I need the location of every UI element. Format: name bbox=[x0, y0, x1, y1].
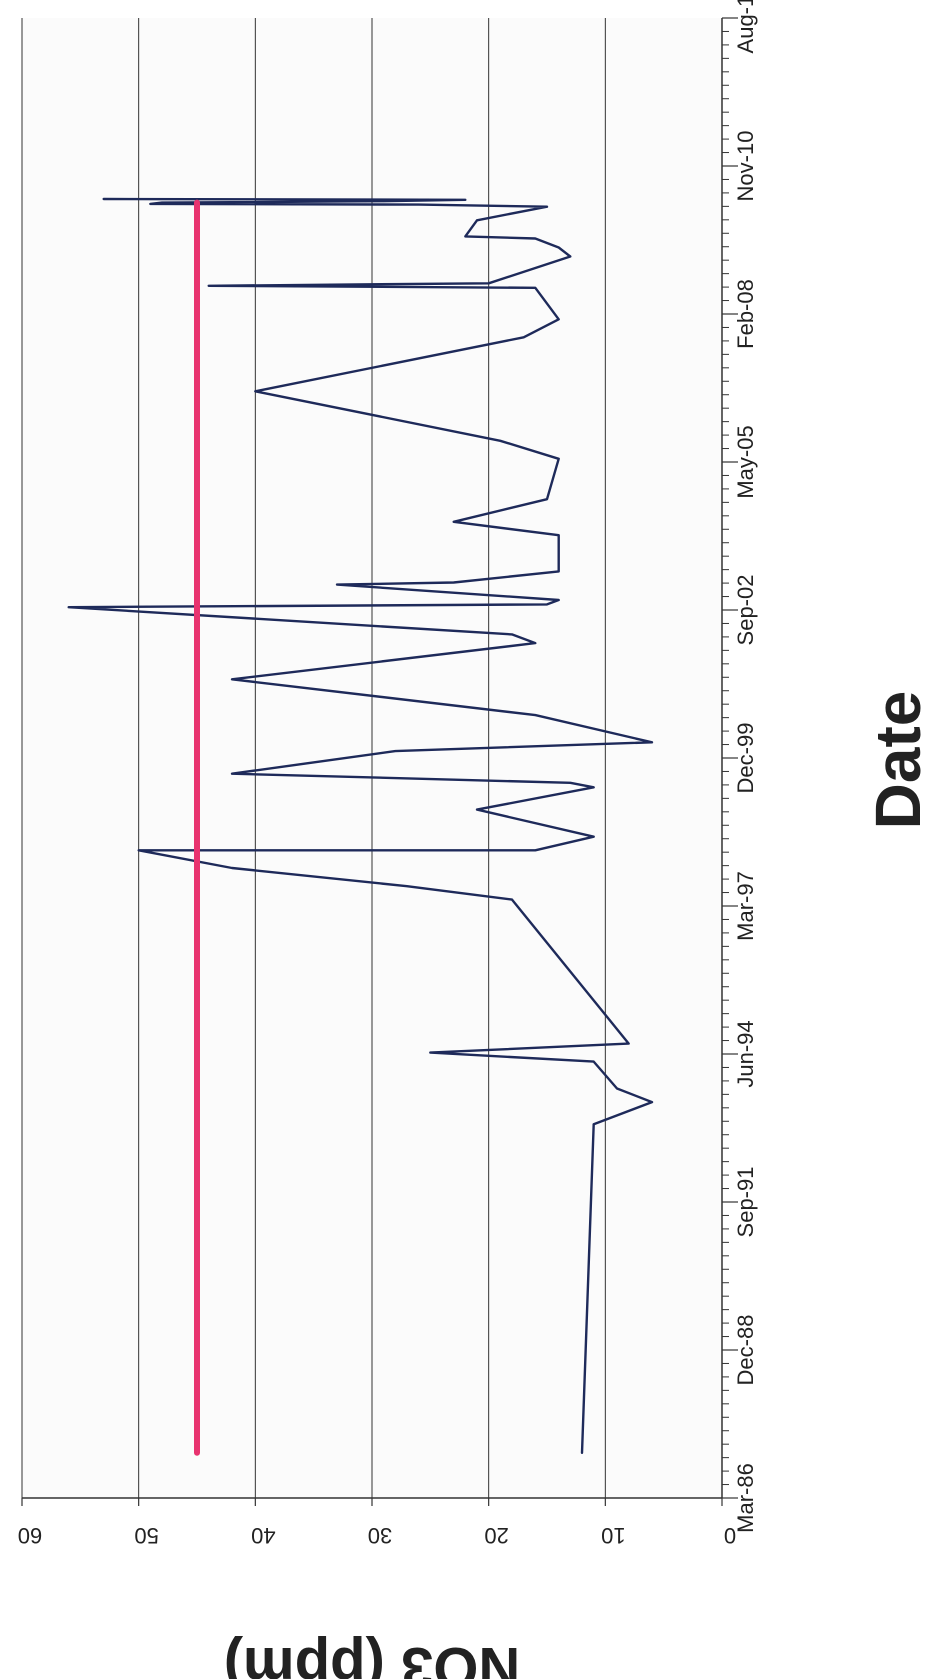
date-axis-ticks bbox=[722, 17, 738, 1499]
no3-series-line bbox=[67, 197, 654, 1455]
date-tick-label: Aug-13 bbox=[733, 0, 758, 53]
date-tick-label: Dec-99 bbox=[733, 723, 758, 794]
value-tick-label: 20 bbox=[484, 1523, 508, 1548]
date-tick-label: Nov-10 bbox=[733, 131, 758, 202]
value-tick-label: 10 bbox=[601, 1523, 625, 1548]
value-tick-label: 0 bbox=[724, 1523, 736, 1548]
date-tick-label: May-05 bbox=[733, 425, 758, 498]
value-tick-label: 50 bbox=[134, 1523, 158, 1548]
date-tick-label: Dec-88 bbox=[733, 1315, 758, 1386]
gridlines bbox=[21, 18, 723, 1506]
value-tick-label: 30 bbox=[368, 1523, 392, 1548]
y-axis-title: NO3 (ppm) bbox=[224, 1635, 520, 1679]
date-tick-label: Feb-08 bbox=[733, 279, 758, 349]
value-tick-label: 60 bbox=[18, 1523, 42, 1548]
chart-series bbox=[67, 197, 654, 1456]
value-axis-labels: 0 10 20 30 40 50 60 bbox=[18, 1523, 736, 1548]
date-tick-label: Sep-02 bbox=[733, 575, 758, 646]
date-tick-label: Jun-94 bbox=[733, 1020, 758, 1087]
date-tick-label: Mar-86 bbox=[733, 1463, 758, 1533]
date-tick-label: Sep-91 bbox=[733, 1167, 758, 1238]
value-tick-label: 40 bbox=[251, 1523, 275, 1548]
date-tick-label: Mar-97 bbox=[733, 871, 758, 941]
x-axis-title: Date bbox=[862, 691, 934, 830]
date-axis-labels: Mar-86 Dec-88 Sep-91 Jun-94 Mar-97 Dec-99 Sep-… bbox=[733, 0, 758, 1533]
